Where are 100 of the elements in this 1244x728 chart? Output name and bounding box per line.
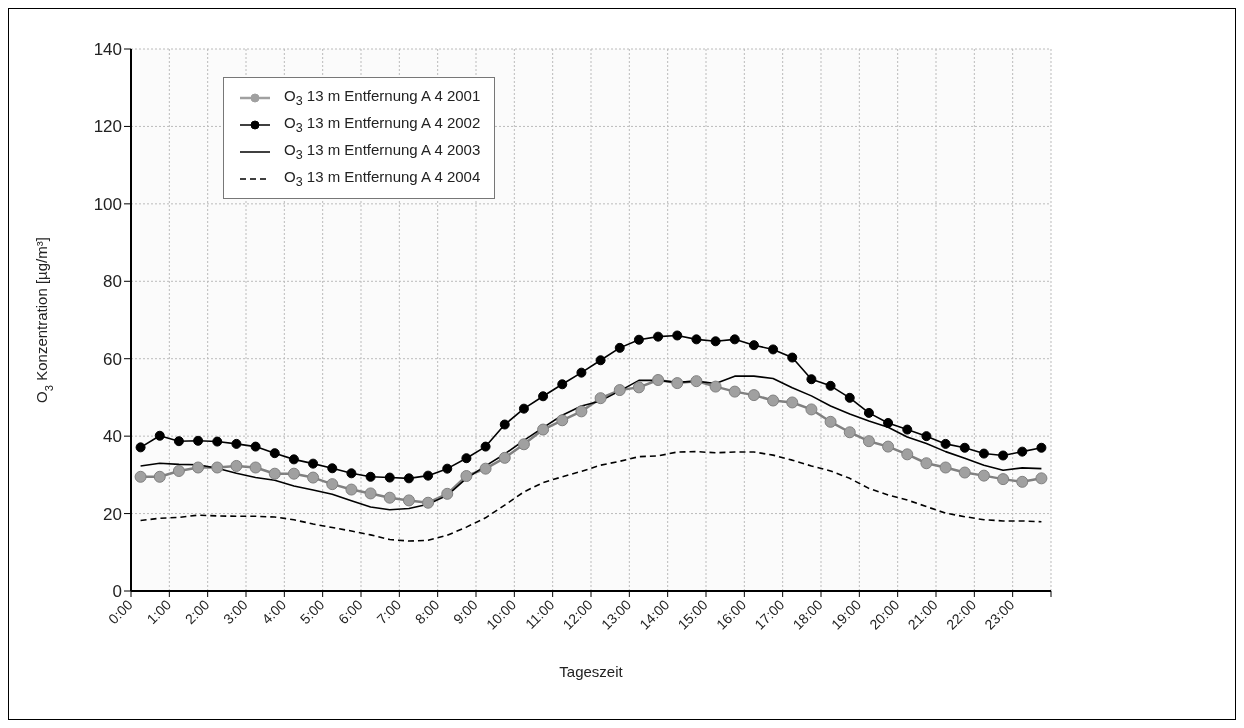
- point: [326, 478, 339, 491]
- point: [902, 424, 913, 435]
- point: [709, 380, 722, 393]
- point: [632, 381, 645, 394]
- line-series: [139, 450, 1043, 542]
- point: [172, 464, 185, 477]
- point: [269, 448, 280, 459]
- point: [939, 461, 952, 474]
- point: [594, 392, 607, 405]
- point: [633, 334, 644, 345]
- point: [824, 415, 837, 428]
- point: [998, 450, 1009, 461]
- point: [729, 334, 740, 345]
- point: [805, 403, 818, 416]
- point: [308, 458, 319, 469]
- point: [1035, 472, 1048, 485]
- point: [288, 454, 299, 465]
- point: [768, 344, 779, 355]
- point: [556, 414, 569, 427]
- point: [287, 467, 300, 480]
- point: [978, 448, 989, 459]
- point: [517, 438, 530, 451]
- point: [672, 330, 683, 341]
- point: [652, 374, 665, 387]
- y-tick-label: 80: [103, 272, 122, 292]
- point: [538, 391, 549, 402]
- point: [747, 389, 760, 402]
- point: [498, 451, 511, 464]
- point: [787, 352, 798, 363]
- x-tick-label: 7:00: [373, 596, 405, 628]
- point: [364, 487, 377, 500]
- y-tick-label: 140: [93, 40, 122, 60]
- point: [786, 396, 799, 409]
- point: [767, 394, 780, 407]
- point: [921, 431, 932, 442]
- point: [212, 436, 223, 447]
- point: [901, 448, 914, 461]
- point: [613, 384, 626, 397]
- point: [422, 496, 435, 509]
- point: [211, 461, 224, 474]
- point: [806, 374, 817, 385]
- point: [154, 430, 165, 441]
- point: [442, 463, 453, 474]
- point: [153, 470, 166, 483]
- point: [940, 438, 951, 449]
- point: [403, 473, 414, 484]
- point: [863, 407, 874, 418]
- point: [977, 469, 990, 482]
- point: [402, 494, 415, 507]
- point: [825, 380, 836, 391]
- point: [518, 403, 529, 414]
- point: [575, 405, 588, 418]
- point: [192, 461, 205, 474]
- point: [365, 471, 376, 482]
- point: [461, 453, 472, 464]
- point: [345, 483, 358, 496]
- point: [346, 468, 357, 479]
- point: [230, 459, 243, 472]
- point: [384, 472, 395, 483]
- point: [441, 487, 454, 500]
- point: [883, 417, 894, 428]
- legend-label: O$_{3}$ 13 m Entfernung A 4 2002: [284, 114, 481, 135]
- point: [595, 355, 606, 366]
- point: [250, 441, 261, 452]
- point: [690, 375, 703, 388]
- x-tick-label: 4:00: [258, 596, 290, 628]
- point: [249, 461, 262, 474]
- y-tick-label: 0: [112, 582, 122, 602]
- point: [231, 438, 242, 449]
- y-tick-label: 40: [103, 427, 122, 447]
- point: [691, 334, 702, 345]
- point: [480, 441, 491, 452]
- point: [1017, 446, 1028, 457]
- point: [479, 462, 492, 475]
- point: [671, 377, 684, 390]
- y-tick-label: 60: [103, 349, 122, 369]
- point: [862, 435, 875, 448]
- point: [653, 331, 664, 342]
- point: [134, 470, 147, 483]
- point: [173, 436, 184, 447]
- legend-label: O$_{3}$ 13 m Entfernung A 4 2003: [284, 141, 481, 162]
- point: [920, 457, 933, 470]
- legend-label: O$_{3}$ 13 m Entfernung A 4 2001: [284, 87, 481, 108]
- point: [844, 392, 855, 403]
- point: [307, 471, 320, 484]
- point: [537, 423, 550, 436]
- legend-label: O$_{3}$ 13 m Entfernung A 4 2004: [284, 168, 481, 189]
- point: [1016, 475, 1029, 488]
- point: [843, 426, 856, 439]
- point: [423, 470, 434, 481]
- y-tick-label: 20: [103, 504, 122, 524]
- point: [728, 385, 741, 398]
- point: [327, 463, 338, 474]
- point: [135, 442, 146, 453]
- point: [193, 435, 204, 446]
- point: [958, 466, 971, 479]
- point: [557, 379, 568, 390]
- point: [748, 340, 759, 351]
- point: [383, 491, 396, 504]
- point: [882, 440, 895, 453]
